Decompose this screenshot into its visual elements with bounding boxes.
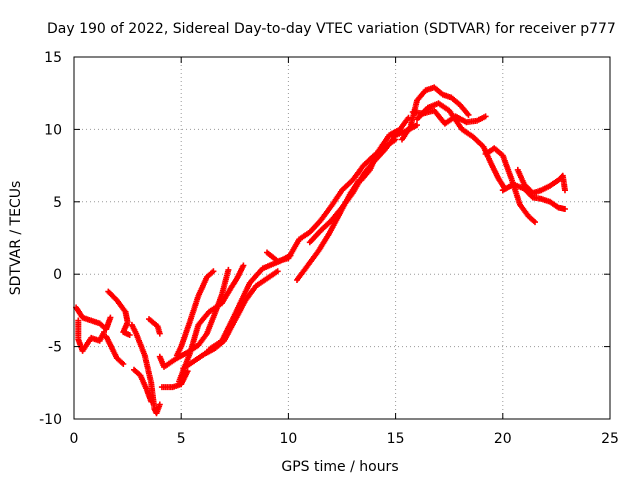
scatter-marks xyxy=(103,333,127,367)
y-tick-label: 15 xyxy=(44,50,62,66)
scatter-marks xyxy=(156,266,232,370)
scatter-marks xyxy=(105,288,133,338)
y-tick-label: 5 xyxy=(53,195,62,211)
series-arc-20 xyxy=(414,100,508,192)
data-points xyxy=(73,84,568,417)
x-tick-label: 10 xyxy=(279,431,297,447)
scatter-marks xyxy=(514,166,568,197)
grid xyxy=(74,57,610,419)
x-axis-label: GPS time / hours xyxy=(281,459,398,475)
series-arc-4 xyxy=(105,288,133,338)
series-arc-6 xyxy=(131,366,155,405)
series-arc-8 xyxy=(158,368,191,391)
scatter-marks xyxy=(131,366,155,405)
series-arc-1 xyxy=(73,304,114,333)
y-tick-label: -5 xyxy=(48,340,62,356)
y-tick-label: -10 xyxy=(39,412,62,428)
series-arc-3 xyxy=(103,333,127,367)
x-tick-label: 5 xyxy=(177,431,186,447)
scatter-marks xyxy=(399,84,472,143)
scatter-marks xyxy=(414,100,508,192)
scatter-marks xyxy=(358,114,412,184)
y-tick-label: 0 xyxy=(53,267,62,283)
series-arc-10 xyxy=(173,268,217,359)
x-tick-label: 15 xyxy=(387,431,405,447)
x-tick-label: 25 xyxy=(601,431,619,447)
series-arc-17 xyxy=(358,114,412,184)
x-tick-label: 0 xyxy=(70,431,79,447)
y-tick-label: 10 xyxy=(44,122,62,138)
chart-title: Day 190 of 2022, Sidereal Day-to-day VTE… xyxy=(47,21,616,37)
series-arc-7 xyxy=(146,316,163,337)
axis-ticks: 0 5 10 15 20 25 -10 -5 0 5 10 15 xyxy=(39,50,619,447)
scatter-marks xyxy=(146,316,163,337)
scatter-marks xyxy=(499,181,568,212)
scatter-marks xyxy=(158,368,191,391)
series-arc-2 xyxy=(75,317,107,354)
x-tick-label: 20 xyxy=(494,431,512,447)
plot-frame xyxy=(73,56,611,420)
scatter-marks xyxy=(173,268,217,359)
series-arc-23 xyxy=(514,166,568,197)
scatter-marks xyxy=(75,317,107,354)
series-arc-18 xyxy=(399,84,472,143)
series-arc-9 xyxy=(156,266,232,370)
scatter-marks xyxy=(73,304,114,333)
y-axis-label: SDTVAR / TECUs xyxy=(8,181,24,296)
series-arc-22 xyxy=(499,181,568,212)
